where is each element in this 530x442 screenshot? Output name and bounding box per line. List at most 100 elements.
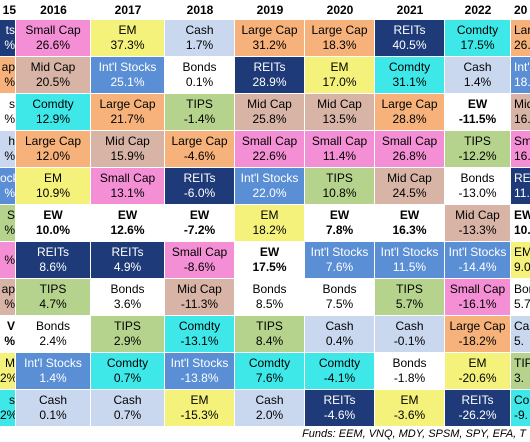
cell-label: TIPS [39,282,67,296]
cell-value: 15.9% [110,149,145,163]
cell-value: 37.3% [110,38,145,52]
cell-label: EW [189,208,210,222]
return-cell: Bonds 0.1% [165,57,235,94]
cell-value: 22.0% [252,186,287,200]
return-cell: REITs -6.0% [165,168,235,205]
cell-value: 28.8% [392,112,427,126]
cell-label: Small Cap [99,171,156,185]
return-cell: EW 17.5% [235,242,305,279]
return-cell: REITs 40.5% [375,20,445,57]
return-cell: Large Cap 21.7% [91,94,165,131]
cell-label: TIPS [114,319,141,333]
cell-label: REIT [514,171,530,185]
cell-value: 40.5% [392,38,427,52]
cell-label: EW [259,245,280,259]
cell-value: 21.7% [110,112,145,126]
cell-value: 24.5% [392,186,427,200]
cell-value: -9. [514,408,529,422]
return-cell: Cash 0.7% [91,390,165,427]
cell-value: -20.6% [458,371,497,385]
cell-value: % [4,334,15,348]
cell-value: 31.2% [252,38,287,52]
cell-label: Bonds [460,171,495,185]
cell-value: -4.6% [183,149,216,163]
cell-label: Bonds [514,282,530,296]
return-cell: EW 16.3% [375,205,445,242]
cell-value: 18. [514,75,530,89]
return-cell: Comdty -4.1% [305,353,375,390]
cell-value: % [4,297,15,311]
return-cell: Bonds 3.6% [91,279,165,316]
return-cell: Bonds -13.0% [445,168,511,205]
cell-label: TIPS [396,282,423,296]
cell-label: ocks [0,171,15,185]
return-cell: Small Cap -16.1% [445,279,511,316]
return-cell: TIPS 5.7% [375,279,445,316]
cell-value: 26. [514,38,530,52]
cell-label: Comdty [318,356,361,370]
return-cell: Int'l St18. [511,57,530,94]
cell-label: h [8,134,15,148]
cell-value: 2.9% [113,334,142,348]
return-cell: ap% [0,57,16,94]
cell-label: Comdty [456,23,499,37]
cell-label: Large Cap [241,23,298,37]
cell-label: M [5,356,15,370]
cell-value: % [4,75,15,89]
cell-label: Cash [38,393,67,407]
cell-label: Large Cap [311,23,368,37]
return-cell: EW 12.6% [91,205,165,242]
cell-label: EW [117,208,138,222]
return-cell: EM -3.6% [375,390,445,427]
cell-value: -13.1% [180,334,219,348]
return-cell: Mid Cap 25.8% [235,94,305,131]
cell-value: 11. [514,186,530,200]
cell-value: 7.8% [325,223,354,237]
cell-value: % [4,38,15,52]
cell-label: Large Cap [381,97,438,111]
cell-label: Mid Cap [387,171,432,185]
column-header: 2020 [326,3,354,17]
return-cell: Int'l Stocks 1.4% [16,353,91,390]
cell-label: REITs [36,245,69,259]
cell-value: % [4,149,15,163]
return-cell: Int'l Stocks 7.6% [305,242,375,279]
return-cell: REIT11. [511,168,530,205]
cell-label: Int'l Stocks [170,356,229,370]
return-cell: Comdty 0.7% [91,353,165,390]
cell-label: TIPS [256,319,283,333]
return-cell: ap% [0,279,16,316]
cell-value: 16. [514,112,530,126]
cell-value: 1.7% [185,38,214,52]
cell-label: Bonds [322,282,357,296]
cell-label: Small Cap [241,134,298,148]
cell-label: REITs [323,393,356,407]
cell-label: Cash [325,319,354,333]
return-cell: V% [0,316,16,353]
cell-label: EW [329,208,350,222]
cell-label: Cash [395,319,424,333]
return-cell: Cash 0.1% [16,390,91,427]
return-cell: TIPS 4.7% [16,279,91,316]
return-cell: Comdty -13.1% [165,316,235,353]
return-cell: Mid Cap 20.5% [16,57,91,94]
return-cell: Int'l Stocks 25.1% [91,57,165,94]
return-cell: REITs -4.6% [305,390,375,427]
return-cell: Mid C16. [511,94,530,131]
cell-value: 18.2% [252,223,287,237]
cell-value: 20.5% [35,75,71,89]
return-cell: Bonds 2.4% [16,316,91,353]
return-cell: ocks% [0,168,16,205]
cell-label: EM [190,393,209,407]
cell-value: % [4,223,15,237]
cell-label: EM [44,171,62,185]
cell-value: 12.0% [35,149,71,163]
cell-value: 22.6% [252,149,287,163]
cell-label: Int'l Stocks [98,60,157,74]
cell-label: EM [468,356,487,370]
cell-value: -3.6% [393,408,426,422]
return-cell: Cash 2.0% [235,390,305,427]
return-cell: TIPS -12.2% [445,131,511,168]
cell-value: 13.5% [322,112,357,126]
cell-value: -13.0% [458,186,497,200]
